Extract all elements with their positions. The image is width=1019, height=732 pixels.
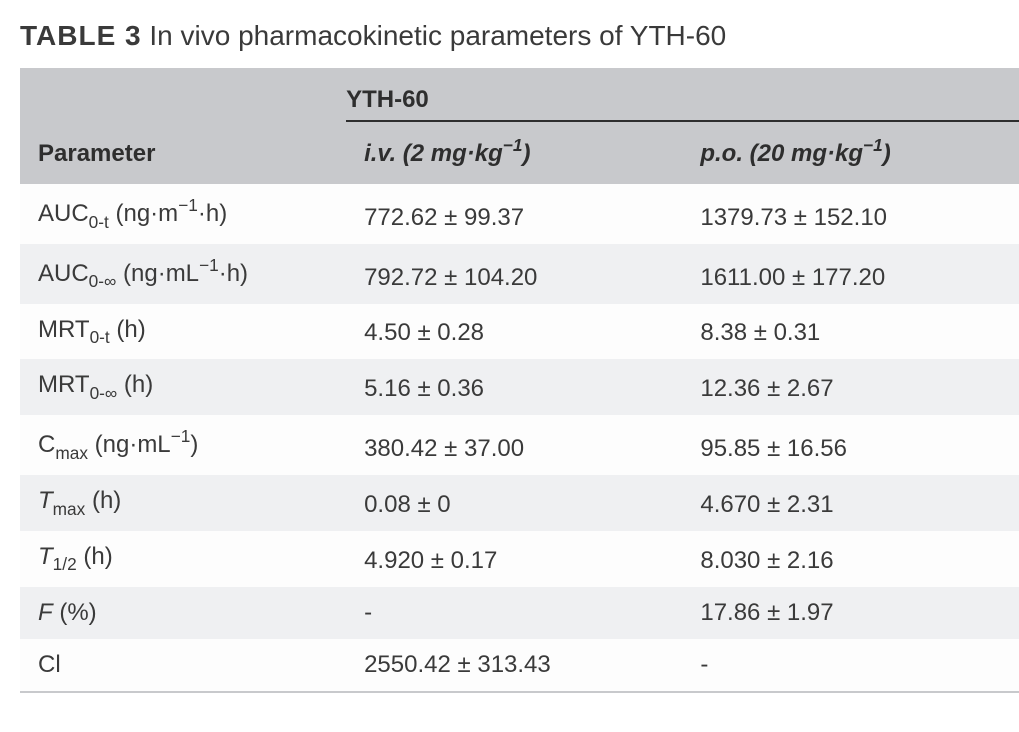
cell-po: 8.030 ± 2.16	[682, 531, 1019, 587]
cell-iv: 5.16 ± 0.36	[346, 359, 682, 415]
table-row: T1/2 (h)4.920 ± 0.178.030 ± 2.16	[20, 531, 1019, 587]
cell-po: -	[682, 639, 1019, 692]
cell-iv: 772.62 ± 99.37	[346, 183, 682, 244]
table-row: AUC0-t (ng·m−1·h)772.62 ± 99.371379.73 ±…	[20, 183, 1019, 244]
cell-iv: 792.72 ± 104.20	[346, 244, 682, 304]
header-spacer	[20, 68, 346, 121]
cell-iv: 4.920 ± 0.17	[346, 531, 682, 587]
cell-po: 8.38 ± 0.31	[682, 304, 1019, 360]
table-header: YTH-60 Parameter i.v. (2 mg·kg−1) p.o. (…	[20, 68, 1019, 183]
cell-po: 12.36 ± 2.67	[682, 359, 1019, 415]
table-row: Tmax (h)0.08 ± 04.670 ± 2.31	[20, 475, 1019, 531]
cell-iv: 0.08 ± 0	[346, 475, 682, 531]
col-header-po: p.o. (20 mg·kg−1)	[682, 121, 1019, 183]
table-row: Cl2550.42 ± 313.43-	[20, 639, 1019, 692]
cell-parameter: AUC0-t (ng·m−1·h)	[20, 183, 346, 244]
cell-parameter: Tmax (h)	[20, 475, 346, 531]
cell-parameter: MRT0-∞ (h)	[20, 359, 346, 415]
col-header-iv: i.v. (2 mg·kg−1)	[346, 121, 682, 183]
cell-iv: -	[346, 587, 682, 639]
cell-po: 95.85 ± 16.56	[682, 415, 1019, 475]
col-header-parameter: Parameter	[20, 121, 346, 183]
table-caption: TABLE 3 In vivo pharmacokinetic paramete…	[20, 20, 1019, 52]
cell-parameter: MRT0-t (h)	[20, 304, 346, 360]
cell-iv: 2550.42 ± 313.43	[346, 639, 682, 692]
cell-parameter: Cmax (ng·mL−1)	[20, 415, 346, 475]
table-column-header-row: Parameter i.v. (2 mg·kg−1) p.o. (20 mg·k…	[20, 121, 1019, 183]
cell-iv: 380.42 ± 37.00	[346, 415, 682, 475]
pk-table-container: TABLE 3 In vivo pharmacokinetic paramete…	[20, 20, 1019, 693]
table-row: Cmax (ng·mL−1)380.42 ± 37.0095.85 ± 16.5…	[20, 415, 1019, 475]
cell-parameter: AUC0-∞ (ng·mL−1·h)	[20, 244, 346, 304]
compound-span-header-text: YTH-60	[346, 86, 1019, 114]
cell-po: 17.86 ± 1.97	[682, 587, 1019, 639]
cell-iv: 4.50 ± 0.28	[346, 304, 682, 360]
cell-po: 1611.00 ± 177.20	[682, 244, 1019, 304]
table-caption-text: In vivo pharmacokinetic parameters of YT…	[149, 20, 726, 51]
cell-parameter: Cl	[20, 639, 346, 692]
table-caption-label: TABLE 3	[20, 20, 142, 51]
table-body: AUC0-t (ng·m−1·h)772.62 ± 99.371379.73 ±…	[20, 183, 1019, 692]
cell-parameter: T1/2 (h)	[20, 531, 346, 587]
cell-po: 1379.73 ± 152.10	[682, 183, 1019, 244]
table-super-header-row: YTH-60	[20, 68, 1019, 121]
cell-po: 4.670 ± 2.31	[682, 475, 1019, 531]
pk-table: YTH-60 Parameter i.v. (2 mg·kg−1) p.o. (…	[20, 68, 1019, 693]
table-row: AUC0-∞ (ng·mL−1·h)792.72 ± 104.201611.00…	[20, 244, 1019, 304]
table-row: MRT0-∞ (h)5.16 ± 0.3612.36 ± 2.67	[20, 359, 1019, 415]
cell-parameter: F (%)	[20, 587, 346, 639]
compound-span-header: YTH-60	[346, 68, 1019, 121]
table-row: MRT0-t (h)4.50 ± 0.288.38 ± 0.31	[20, 304, 1019, 360]
table-row: F (%)-17.86 ± 1.97	[20, 587, 1019, 639]
